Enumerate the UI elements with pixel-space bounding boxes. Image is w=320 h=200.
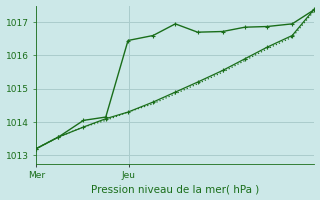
X-axis label: Pression niveau de la mer( hPa ): Pression niveau de la mer( hPa ) — [91, 184, 260, 194]
